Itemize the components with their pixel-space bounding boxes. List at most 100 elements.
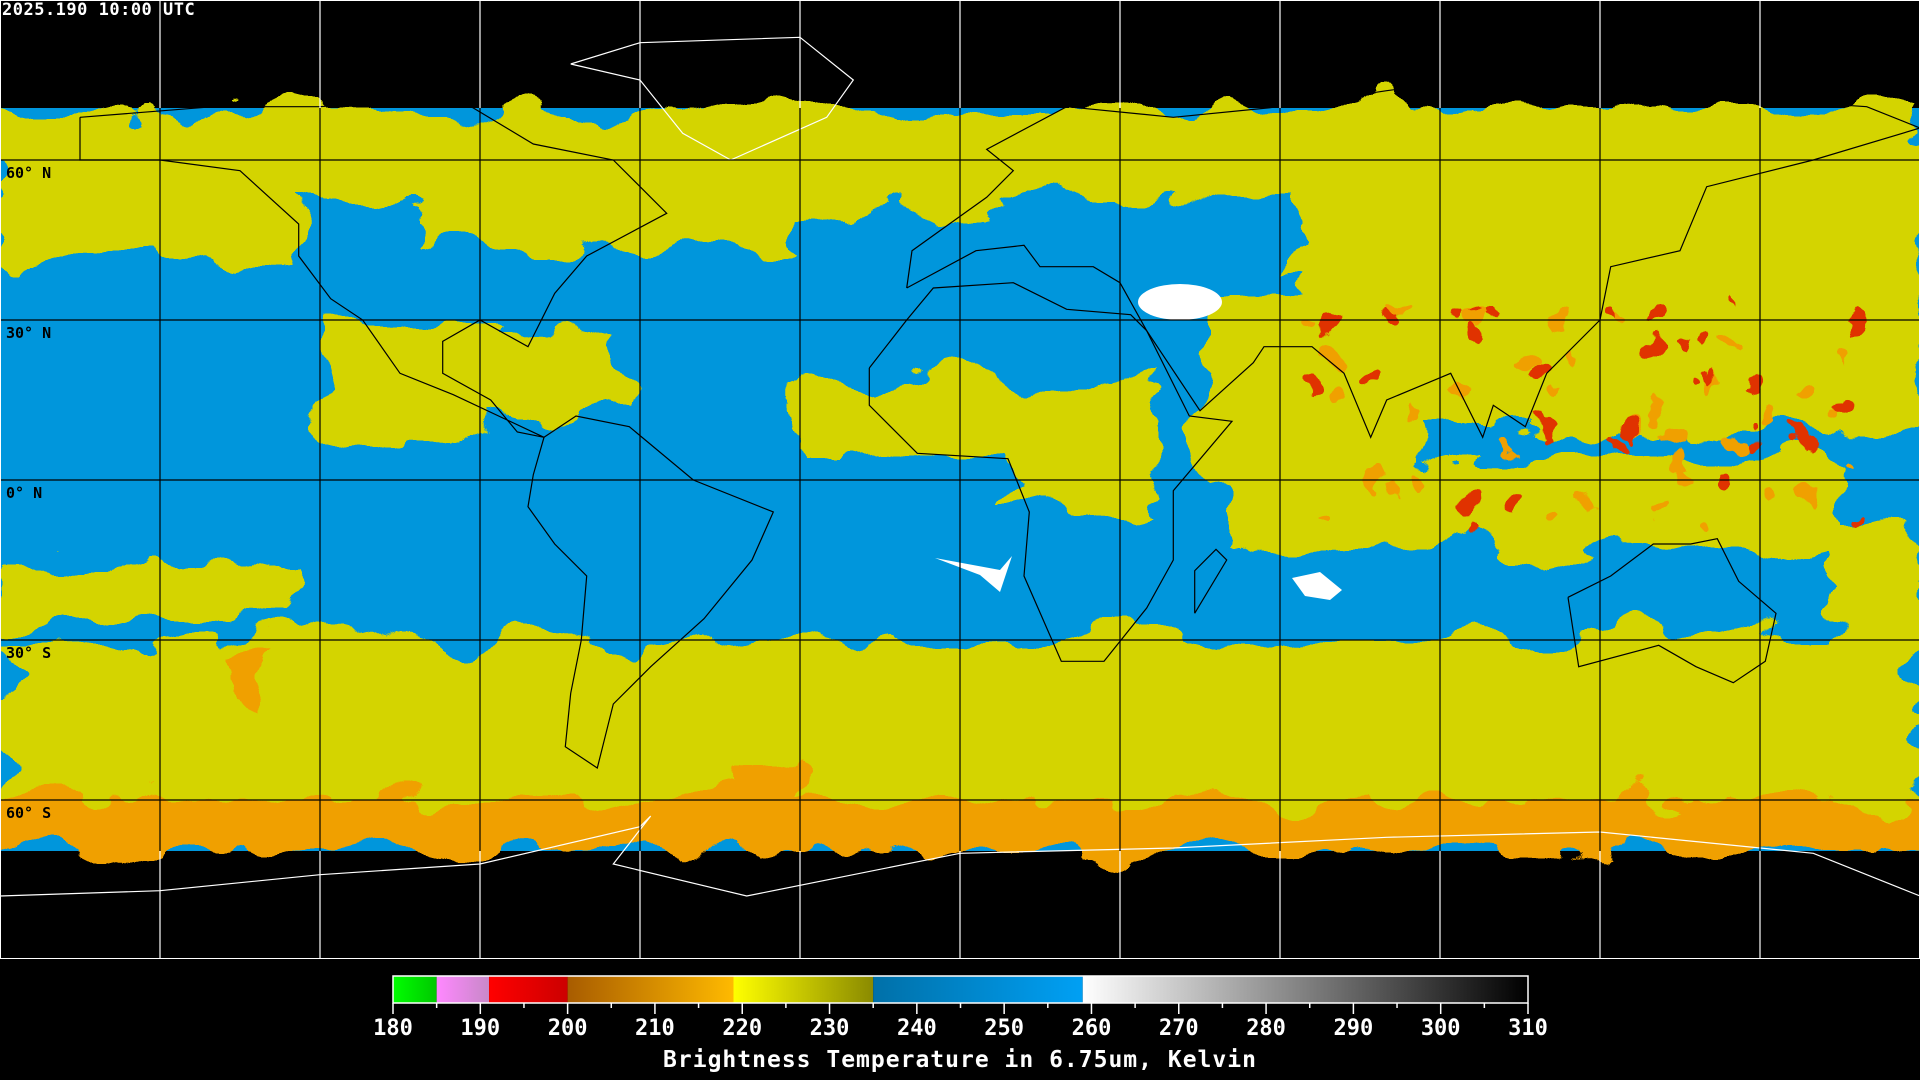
convective-core xyxy=(1835,402,1853,421)
convective-core xyxy=(1550,385,1563,398)
convective-core xyxy=(1610,302,1622,313)
convective-core xyxy=(1725,297,1734,306)
convective-core xyxy=(1298,379,1315,397)
convective-core xyxy=(1671,336,1688,352)
coastline xyxy=(906,68,1920,439)
colorbar-segments xyxy=(393,976,1528,1003)
colorbar-segment xyxy=(873,976,1083,1003)
convective-core xyxy=(1328,346,1351,368)
convective-core xyxy=(1791,430,1808,447)
convective-core xyxy=(1617,420,1639,442)
convective-core xyxy=(1727,436,1748,457)
convective-core xyxy=(1471,311,1481,322)
lat-lon-grid xyxy=(0,0,1920,958)
colorbar-segment xyxy=(393,976,437,1003)
convective-core xyxy=(1662,427,1684,448)
timestamp: 2025.190 10:00 UTC xyxy=(2,0,196,20)
convective-core xyxy=(1497,441,1514,458)
convective-core xyxy=(1393,303,1406,316)
convective-core xyxy=(1483,307,1499,323)
cloud-band xyxy=(0,560,300,620)
convective-core xyxy=(1547,505,1565,524)
convective-core xyxy=(1299,316,1309,326)
convective-core xyxy=(1741,369,1758,387)
cold-patch xyxy=(1590,800,1690,830)
convective-core xyxy=(1409,409,1421,421)
lat-label-60s: 60° S xyxy=(6,804,52,822)
convective-core xyxy=(1671,454,1693,476)
convective-core xyxy=(1794,379,1812,397)
convective-core xyxy=(1503,491,1523,512)
convective-core xyxy=(1686,373,1696,383)
lat-label-60n: 60° N xyxy=(6,164,52,182)
convective-core xyxy=(1845,311,1866,332)
colorbar-tick-label: 270 xyxy=(1159,1016,1199,1041)
warm-patch-arabia xyxy=(1138,284,1222,320)
convective-core xyxy=(1517,346,1540,368)
cloud-band xyxy=(0,190,300,260)
convective-core xyxy=(1460,494,1480,514)
convective-core xyxy=(1451,380,1470,399)
cloud-band xyxy=(1220,460,1840,550)
convective-core xyxy=(1466,521,1476,531)
convective-cores xyxy=(1298,297,1866,531)
coastline xyxy=(79,95,668,438)
colorbar-segment xyxy=(1082,976,1528,1003)
convective-core xyxy=(1834,344,1853,364)
colorbar-segment xyxy=(489,976,568,1003)
warm-dry-patches xyxy=(935,284,1342,600)
colorbar-segment xyxy=(733,976,874,1003)
colorbar-tick-label: 310 xyxy=(1508,1016,1548,1041)
convective-core xyxy=(1703,513,1720,530)
colorbar-tick-label: 200 xyxy=(548,1016,588,1041)
convective-core xyxy=(1323,515,1334,527)
convective-core xyxy=(1827,413,1840,426)
convective-core xyxy=(1745,435,1761,451)
convective-core xyxy=(1389,484,1405,500)
convective-core xyxy=(1841,466,1850,475)
colorbar-tick-label: 300 xyxy=(1421,1016,1461,1041)
colorbar-tick-label: 230 xyxy=(810,1016,850,1041)
cloud-band xyxy=(420,180,800,250)
coastline xyxy=(1194,548,1228,614)
colorbar-tick-label: 250 xyxy=(984,1016,1024,1041)
convective-core xyxy=(1538,416,1555,433)
convective-core xyxy=(1675,475,1690,489)
colorbar-tick-label: 260 xyxy=(1072,1016,1112,1041)
coastline xyxy=(527,415,775,769)
coastlines xyxy=(0,36,1920,897)
coastline xyxy=(1567,538,1777,684)
convective-core xyxy=(1657,501,1671,515)
convective-core xyxy=(1464,330,1483,348)
cold-patch xyxy=(230,650,270,710)
cloud-band xyxy=(800,170,1000,210)
colorbar-tick-label: 280 xyxy=(1246,1016,1286,1041)
coastline-polar xyxy=(0,815,1920,897)
convective-core xyxy=(1746,416,1758,428)
colorbar-tick-label: 220 xyxy=(722,1016,762,1041)
convective-core xyxy=(1648,399,1668,419)
convective-core xyxy=(1764,487,1779,502)
lat-label-30s: 30° S xyxy=(6,644,52,662)
convective-core xyxy=(1361,376,1377,392)
cloud-band xyxy=(1000,400,1160,510)
colorbar: 180 190 200 210 220 230 240 250 260 270 280 290 300 3… xyxy=(373,975,1548,1041)
colorbar-segment xyxy=(436,976,490,1003)
convective-core xyxy=(1577,496,1592,511)
colorbar-tick-label: 210 xyxy=(635,1016,675,1041)
convective-core xyxy=(1802,483,1821,503)
convective-core xyxy=(1324,383,1345,404)
cloud-band xyxy=(1830,520,1920,640)
coastline-polar xyxy=(570,36,855,161)
convective-core xyxy=(1642,337,1664,360)
convective-core xyxy=(1312,312,1335,335)
convective-core xyxy=(1422,469,1434,481)
colorbar-segment xyxy=(567,976,734,1003)
warm-patch-indian-ocean xyxy=(1292,572,1342,600)
convective-core xyxy=(1534,360,1552,378)
convective-core xyxy=(1567,353,1577,364)
cloud-band xyxy=(460,330,620,410)
warm-patch-south-atlantic xyxy=(935,556,1012,592)
convective-core xyxy=(1852,516,1862,526)
cloud-band xyxy=(1300,160,1920,270)
